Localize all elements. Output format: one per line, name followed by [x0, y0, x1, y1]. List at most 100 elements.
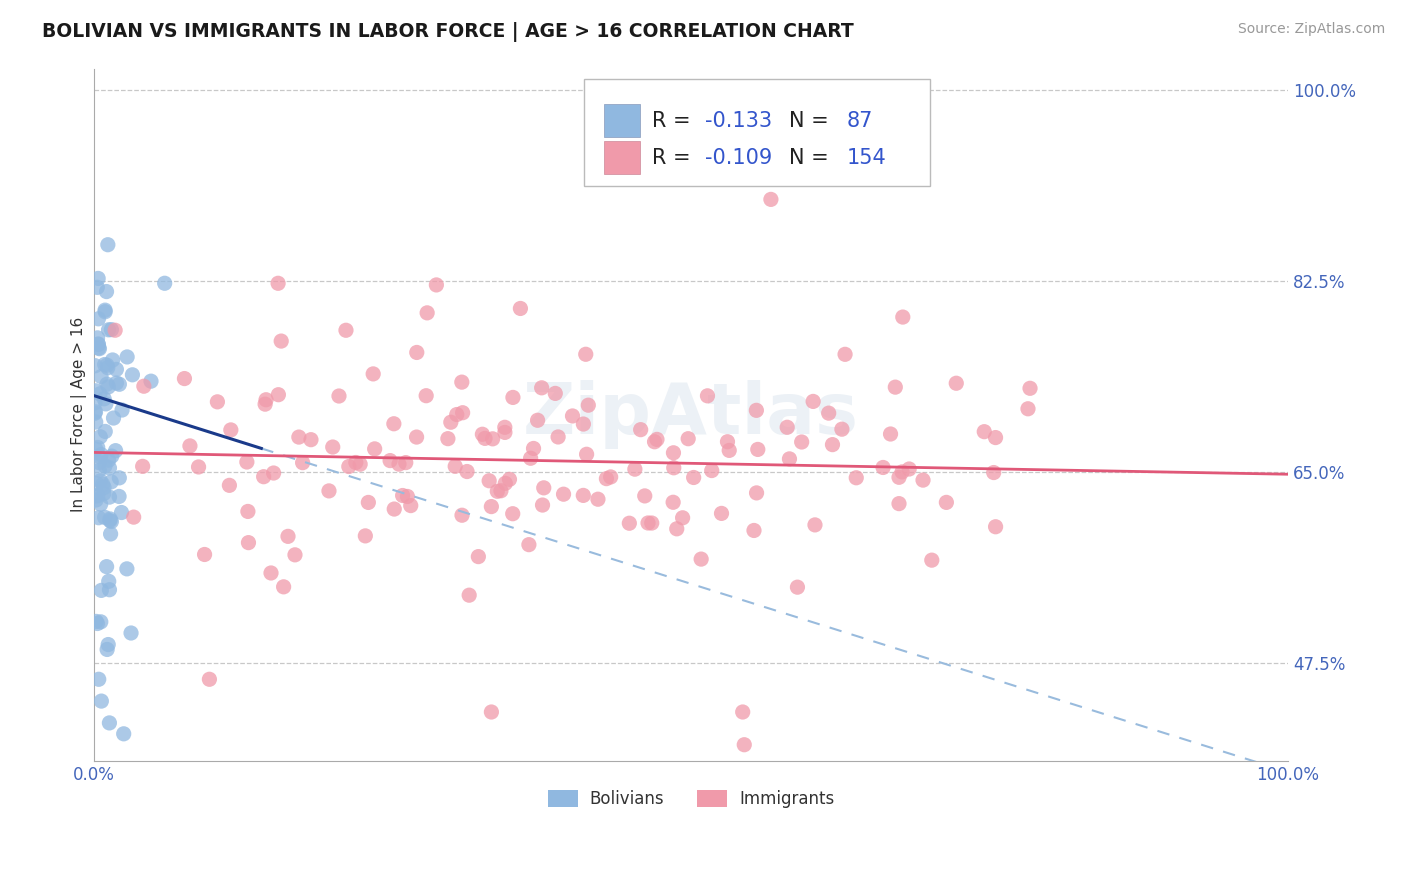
Point — [391, 489, 413, 503]
Point — [396, 490, 419, 504]
Point — [89, 387, 111, 401]
Point — [87, 311, 110, 326]
Point — [100, 527, 122, 541]
Point — [690, 552, 713, 566]
Point — [884, 380, 907, 394]
Point — [405, 430, 427, 444]
Text: Source: ZipAtlas.com: Source: ZipAtlas.com — [1237, 22, 1385, 37]
Point — [100, 475, 122, 489]
Point — [790, 435, 813, 450]
Point — [821, 437, 844, 451]
Point — [328, 389, 350, 403]
Point — [108, 471, 131, 485]
Text: N =: N = — [789, 111, 828, 130]
Point — [804, 517, 827, 532]
Point — [845, 471, 868, 485]
Point — [716, 434, 738, 449]
Point — [522, 442, 544, 456]
Point — [97, 323, 120, 337]
Point — [318, 483, 340, 498]
Text: -0.133: -0.133 — [706, 111, 772, 130]
Point — [357, 495, 380, 509]
Point — [399, 499, 422, 513]
Point — [112, 727, 135, 741]
Point — [1019, 381, 1042, 395]
Point — [120, 626, 142, 640]
Point — [478, 474, 501, 488]
Point — [153, 277, 176, 291]
Point — [207, 394, 229, 409]
Point — [91, 477, 114, 491]
Point — [451, 508, 474, 523]
Point — [700, 464, 723, 478]
Point — [662, 495, 685, 509]
Point — [502, 391, 524, 405]
Point — [494, 425, 516, 440]
Point — [450, 375, 472, 389]
Point — [291, 456, 314, 470]
Point — [236, 504, 259, 518]
Point — [89, 342, 111, 356]
Point — [682, 470, 704, 484]
Point — [97, 237, 120, 252]
Point — [97, 360, 120, 375]
Point — [624, 462, 647, 476]
Point — [270, 334, 292, 348]
Point — [388, 457, 411, 471]
Text: BOLIVIAN VS IMMIGRANTS IN LABOR FORCE | AGE > 16 CORRELATION CHART: BOLIVIAN VS IMMIGRANTS IN LABOR FORCE | … — [42, 22, 853, 42]
Point — [733, 738, 755, 752]
Point — [84, 489, 107, 503]
Point — [759, 193, 782, 207]
Point — [335, 323, 357, 337]
Point — [745, 403, 768, 417]
Point — [87, 341, 110, 355]
Point — [440, 415, 463, 429]
FancyBboxPatch shape — [605, 141, 640, 174]
Text: 154: 154 — [846, 148, 886, 168]
Point — [103, 411, 125, 425]
Point — [887, 470, 910, 484]
Point — [90, 448, 112, 462]
Point — [94, 458, 117, 473]
Point — [284, 548, 307, 562]
Point — [561, 409, 583, 423]
Point — [479, 500, 502, 514]
Point — [108, 490, 131, 504]
Point — [253, 469, 276, 483]
Point — [86, 441, 108, 455]
Point — [86, 280, 108, 294]
Y-axis label: In Labor Force | Age > 16: In Labor Force | Age > 16 — [72, 318, 87, 512]
Point — [94, 303, 117, 318]
Point — [354, 529, 377, 543]
Point — [645, 433, 668, 447]
Text: -0.109: -0.109 — [706, 148, 773, 168]
Point — [104, 323, 127, 337]
Point — [96, 358, 118, 372]
Point — [238, 535, 260, 549]
Point — [817, 406, 839, 420]
Point — [494, 420, 516, 434]
Point — [731, 705, 754, 719]
Legend: Bolivians, Immigrants: Bolivians, Immigrants — [541, 783, 841, 815]
Point — [887, 497, 910, 511]
Point — [267, 387, 290, 401]
Point — [471, 427, 494, 442]
Point — [90, 583, 112, 598]
Point — [89, 450, 111, 464]
Point — [84, 384, 107, 398]
Point — [984, 431, 1007, 445]
Point — [747, 442, 769, 457]
Point — [382, 502, 405, 516]
Point — [277, 529, 299, 543]
Point — [96, 377, 118, 392]
Point — [349, 457, 371, 471]
Point — [100, 515, 122, 529]
Point — [481, 705, 503, 719]
Point — [97, 574, 120, 589]
Point — [94, 397, 117, 411]
Point — [575, 447, 598, 461]
Point — [86, 476, 108, 491]
Point — [94, 304, 117, 318]
Point — [108, 377, 131, 392]
Text: N =: N = — [789, 148, 828, 168]
